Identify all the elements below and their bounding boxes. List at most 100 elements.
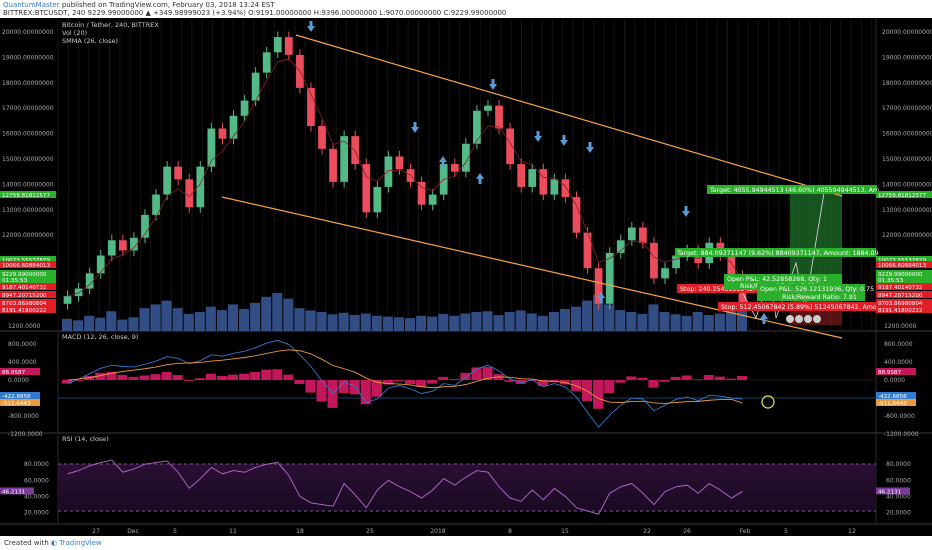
macd-histogram-bar — [504, 380, 515, 382]
stop-label-2[interactable]: Stop: 512.45067842 (5.89%) 51245067842, … — [718, 302, 881, 311]
candle[interactable] — [163, 166, 171, 195]
macd-badge — [0, 399, 40, 406]
candle[interactable] — [572, 197, 581, 233]
macd-badge-text: 88.9587 — [878, 370, 902, 376]
candle[interactable] — [362, 164, 371, 213]
candle[interactable] — [539, 169, 548, 195]
lower-trendline[interactable] — [221, 196, 843, 339]
price-badge-text: 8191.41800222 — [2, 308, 47, 314]
candle[interactable] — [517, 164, 526, 187]
candle[interactable] — [417, 181, 426, 205]
candle[interactable] — [107, 240, 116, 256]
candle[interactable] — [329, 148, 337, 182]
macd-histogram-bar — [73, 380, 84, 381]
candle[interactable] — [351, 136, 360, 165]
candle[interactable] — [340, 136, 349, 182]
arrow-down-icon — [307, 21, 315, 32]
price-tick: 20000.00000000 — [882, 29, 932, 36]
rsi-tick: 40.0000 — [24, 493, 49, 500]
price-tick: 13000.00000000 — [882, 207, 932, 214]
candle[interactable] — [273, 37, 282, 53]
volume-bar — [703, 315, 714, 331]
candle[interactable] — [672, 255, 680, 269]
candle[interactable] — [207, 128, 216, 167]
candle[interactable] — [373, 186, 382, 213]
candle[interactable] — [473, 110, 481, 144]
header-bar: QuantumMaster published on TradingView.c… — [0, 0, 932, 18]
price-tick: 19000.00000000 — [882, 54, 932, 61]
chart-svg[interactable]: Target: 4055.94944513 (46.60%) 405594944… — [0, 18, 932, 536]
chart-area[interactable]: Target: 4055.94944513 (46.60%) 405594944… — [0, 18, 932, 536]
candle[interactable] — [196, 166, 205, 208]
candle[interactable] — [661, 268, 669, 279]
candle[interactable] — [594, 268, 603, 304]
candle[interactable] — [639, 227, 647, 243]
author-link[interactable]: QuantumMaster — [3, 1, 60, 9]
volume-bar — [681, 315, 692, 331]
candle[interactable] — [650, 242, 658, 279]
rsi-tick: 80.0000 — [886, 461, 911, 468]
candle[interactable] — [74, 288, 83, 297]
pl-text: Open P&L: 526.12131936, Qty: 0.75 — [760, 286, 874, 293]
candle[interactable] — [461, 143, 470, 172]
candle[interactable] — [727, 255, 736, 276]
candle[interactable] — [495, 105, 503, 129]
candle[interactable] — [307, 87, 315, 126]
macd-histogram-bar — [725, 378, 736, 380]
rsi-line[interactable] — [67, 459, 743, 515]
candle[interactable] — [484, 105, 492, 111]
candle[interactable] — [141, 214, 149, 238]
candle[interactable] — [63, 296, 72, 304]
candle[interactable] — [450, 164, 459, 172]
candle[interactable] — [284, 37, 293, 55]
candle[interactable] — [240, 100, 249, 116]
volume-bar — [117, 319, 128, 331]
candle[interactable] — [262, 52, 271, 73]
candle[interactable] — [118, 240, 127, 251]
target-label-1[interactable]: Target: 4055.94944513 (46.60%) 405594944… — [707, 185, 879, 194]
candle[interactable] — [174, 166, 183, 180]
rsi-tick: 20.0000 — [886, 510, 911, 517]
candle[interactable] — [96, 255, 105, 274]
candle[interactable] — [185, 179, 194, 208]
target-label-2[interactable]: Target: 884.09371147 (9.62%) 88409371147… — [675, 248, 879, 257]
price-tick: 16000.00000000 — [2, 131, 54, 138]
volume-bar — [593, 294, 604, 331]
candle[interactable] — [561, 179, 570, 198]
tradingview-link[interactable]: TradingView — [59, 539, 102, 547]
volume-bar — [405, 318, 416, 331]
candle[interactable] — [384, 156, 393, 187]
candle[interactable] — [251, 72, 260, 101]
volume-bar — [327, 314, 338, 331]
candle[interactable] — [152, 194, 160, 215]
volume-bar — [692, 312, 703, 331]
volume-bar — [582, 300, 593, 331]
candle[interactable] — [229, 115, 238, 139]
candle[interactable] — [318, 125, 326, 149]
stop-label-1[interactable]: Stop: 240.25431532 (2. — [677, 284, 757, 293]
candle[interactable] — [550, 179, 559, 195]
candle[interactable] — [616, 240, 625, 253]
macd-histogram-bar — [714, 376, 725, 380]
volume-bar — [471, 312, 482, 331]
macd-histogram-bar — [305, 380, 316, 393]
candle[interactable] — [395, 156, 404, 170]
pl-box-2[interactable]: Open P&L: 526.12131936, Qty: 0.75 Risk/R… — [757, 284, 874, 301]
candle[interactable] — [130, 237, 138, 251]
time-tick: 22 — [643, 528, 651, 535]
rsi-tick: 40.0000 — [886, 493, 911, 500]
volume-bar — [349, 315, 360, 331]
rsi-legend: RSI (14, close) — [62, 435, 109, 443]
candle[interactable] — [583, 232, 592, 269]
signal-line[interactable] — [67, 349, 743, 404]
candle[interactable] — [528, 169, 537, 187]
macd-histogram-bar — [161, 371, 172, 380]
candle[interactable] — [218, 128, 227, 139]
candle[interactable] — [627, 227, 636, 241]
upper-trendline[interactable] — [295, 34, 843, 197]
candle[interactable] — [428, 194, 437, 205]
candle[interactable] — [506, 128, 514, 165]
candle[interactable] — [605, 252, 614, 304]
macd-line[interactable] — [67, 339, 743, 428]
candle[interactable] — [85, 273, 94, 289]
